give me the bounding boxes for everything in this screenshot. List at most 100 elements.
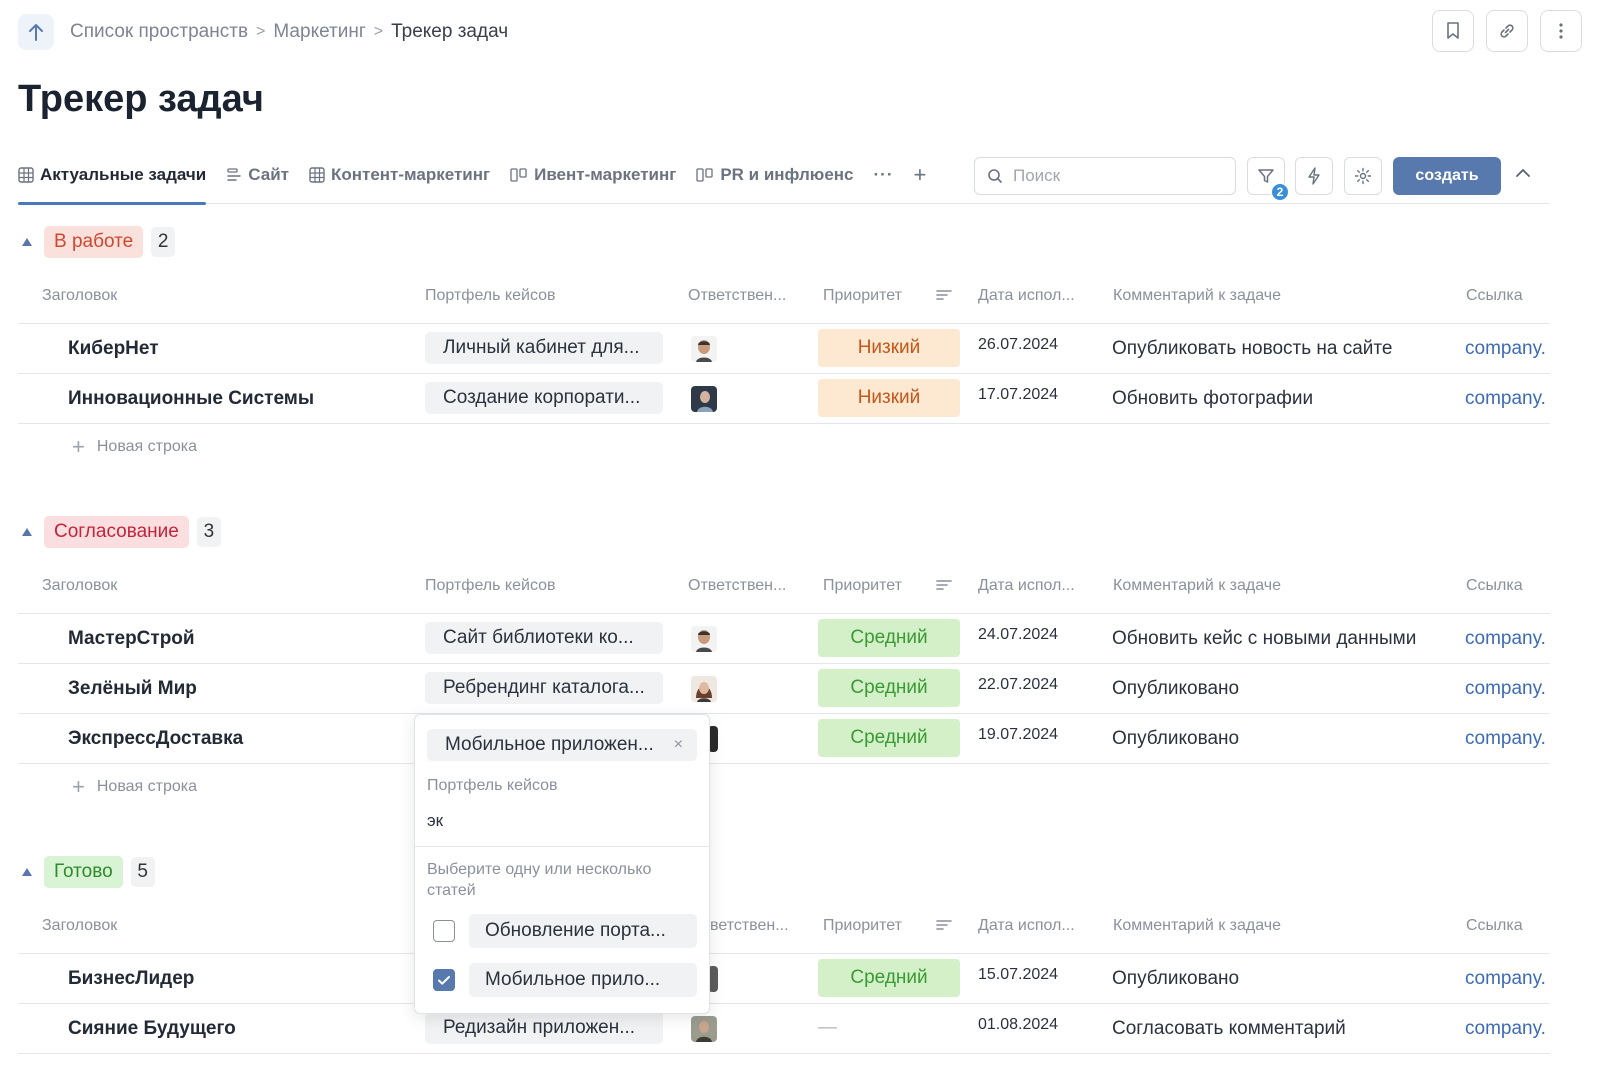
row-link[interactable]: company. xyxy=(1465,728,1546,749)
collapse-caret-icon[interactable] xyxy=(22,528,32,536)
priority-badge[interactable]: Низкий xyxy=(818,379,960,417)
row-link[interactable]: company. xyxy=(1465,628,1546,649)
table-row[interactable]: КиберНет Личный кабинет для... Низкий 26… xyxy=(18,324,1550,374)
copy-link-button[interactable] xyxy=(1486,10,1528,52)
task-comment[interactable]: Опубликовано xyxy=(1112,968,1240,989)
avatar[interactable] xyxy=(691,336,717,362)
col-link[interactable]: Ссылка xyxy=(1466,577,1523,594)
task-comment[interactable]: Опубликовано xyxy=(1112,728,1240,749)
option-checkbox[interactable] xyxy=(433,920,455,942)
bookmark-button[interactable] xyxy=(1432,10,1474,52)
group-header-done[interactable]: Готово 5 xyxy=(22,856,155,888)
collapse-toolbar-button[interactable] xyxy=(1515,165,1531,183)
col-priority[interactable]: Приоритет xyxy=(823,577,902,594)
avatar[interactable] xyxy=(691,676,717,702)
task-comment[interactable]: Обновить фотографии xyxy=(1112,388,1314,409)
automation-button[interactable] xyxy=(1295,157,1333,195)
col-date[interactable]: Дата испол... xyxy=(978,917,1075,934)
dropdown-option[interactable]: Обновление порта... xyxy=(427,912,697,952)
add-row-button[interactable]: + Новая строка xyxy=(72,434,197,460)
remove-chip-icon[interactable]: × xyxy=(673,736,683,753)
group-header-in-progress[interactable]: В работе 2 xyxy=(22,226,176,258)
col-portfolio[interactable]: Портфель кейсов xyxy=(425,287,556,304)
option-label[interactable]: Обновление порта... xyxy=(469,914,697,948)
col-responsible[interactable]: Ответствен... xyxy=(688,287,787,304)
go-up-button[interactable] xyxy=(18,14,54,50)
priority-badge[interactable]: Средний xyxy=(818,619,960,657)
portfolio-chip[interactable]: Личный кабинет для... xyxy=(425,332,663,364)
row-link[interactable]: company. xyxy=(1465,1018,1546,1039)
breadcrumb-marketing[interactable]: Маркетинг xyxy=(273,21,366,42)
col-title[interactable]: Заголовок xyxy=(42,577,118,594)
row-title[interactable]: ЭкспрессДоставка xyxy=(68,728,244,749)
row-title[interactable]: Зелёный Мир xyxy=(68,678,197,699)
priority-badge[interactable]: Средний xyxy=(818,959,960,997)
search-input[interactable] xyxy=(1013,166,1223,186)
add-tab-button[interactable]: + xyxy=(913,162,927,187)
tab-event-marketing[interactable]: Ивент-маркетинг xyxy=(510,146,676,204)
row-link[interactable]: company. xyxy=(1465,388,1546,409)
create-button[interactable]: создать xyxy=(1393,157,1501,195)
row-link[interactable]: company. xyxy=(1465,338,1546,359)
sort-icon[interactable] xyxy=(936,289,952,301)
filter-button[interactable]: 2 xyxy=(1247,157,1290,202)
collapse-caret-icon[interactable] xyxy=(22,868,32,876)
task-comment[interactable]: Согласовать комментарий xyxy=(1112,1018,1346,1039)
table-row[interactable]: ЭкспрессДоставка Средний 19.07.2024 Опуб… xyxy=(18,714,1550,764)
col-comment[interactable]: Комментарий к задаче xyxy=(1113,917,1282,934)
table-row[interactable]: Инновационные Системы Создание корпорати… xyxy=(18,374,1550,424)
row-title[interactable]: КиберНет xyxy=(68,338,159,359)
avatar[interactable] xyxy=(708,966,718,992)
avatar[interactable] xyxy=(691,386,717,412)
portfolio-chip[interactable]: Ребрендинг каталога... xyxy=(425,672,663,704)
group-header-approval[interactable]: Согласование 3 xyxy=(22,516,221,548)
due-date[interactable]: 01.08.2024 xyxy=(978,1016,1059,1033)
col-date[interactable]: Дата испол... xyxy=(978,287,1075,304)
row-title[interactable]: Сияние Будущего xyxy=(68,1018,236,1039)
col-responsible[interactable]: Ответствен... xyxy=(688,577,787,594)
portfolio-chip[interactable]: Создание корпорати... xyxy=(425,382,663,414)
col-comment[interactable]: Комментарий к задаче xyxy=(1113,287,1282,304)
avatar[interactable] xyxy=(691,626,717,652)
tab-current-tasks[interactable]: Актуальные задачи xyxy=(18,146,207,205)
priority-badge[interactable]: Средний xyxy=(818,669,960,707)
table-row[interactable]: Зелёный Мир Ребрендинг каталога... Средн… xyxy=(18,664,1550,714)
settings-button[interactable] xyxy=(1344,157,1382,195)
due-date[interactable]: 19.07.2024 xyxy=(978,726,1059,743)
due-date[interactable]: 15.07.2024 xyxy=(978,966,1059,983)
priority-badge[interactable]: Низкий xyxy=(818,329,960,367)
task-comment[interactable]: Обновить кейс с новыми данными xyxy=(1112,628,1417,649)
tabs-more-button[interactable]: ··· xyxy=(873,165,894,184)
avatar[interactable] xyxy=(708,726,718,752)
dropdown-option[interactable]: Мобильное прило... xyxy=(427,961,697,1001)
col-link[interactable]: Ссылка xyxy=(1466,917,1523,934)
due-date[interactable]: 26.07.2024 xyxy=(978,336,1059,353)
priority-empty[interactable]: — xyxy=(818,1017,837,1038)
col-priority[interactable]: Приоритет xyxy=(823,287,902,304)
due-date[interactable]: 24.07.2024 xyxy=(978,626,1059,643)
more-button[interactable] xyxy=(1540,10,1582,52)
col-responsible[interactable]: ветствен... xyxy=(710,917,789,934)
portfolio-chip[interactable]: Сайт библиотеки ко... xyxy=(425,622,663,654)
col-comment[interactable]: Комментарий к задаче xyxy=(1113,577,1282,594)
row-title[interactable]: Инновационные Системы xyxy=(68,388,315,409)
option-label[interactable]: Мобильное прило... xyxy=(469,963,697,997)
collapse-caret-icon[interactable] xyxy=(22,238,32,246)
row-link[interactable]: company. xyxy=(1465,968,1546,989)
dropdown-search-input[interactable] xyxy=(427,811,697,831)
portfolio-chip[interactable]: Редизайн приложен... xyxy=(425,1012,663,1044)
col-portfolio[interactable]: Портфель кейсов xyxy=(425,577,556,594)
due-date[interactable]: 17.07.2024 xyxy=(978,386,1059,403)
selected-chip[interactable]: Мобильное приложен... × xyxy=(427,729,697,761)
col-priority[interactable]: Приоритет xyxy=(823,917,902,934)
add-row-button[interactable]: + Новая строка xyxy=(72,774,197,800)
table-row[interactable]: Сияние Будущего Редизайн приложен... — 0… xyxy=(18,1004,1550,1054)
row-link[interactable]: company. xyxy=(1465,678,1546,699)
task-comment[interactable]: Опубликовать новость на сайте xyxy=(1112,338,1393,359)
task-comment[interactable]: Опубликовано xyxy=(1112,678,1240,699)
tab-content-marketing[interactable]: Контент-маркетинг xyxy=(309,146,490,204)
col-title[interactable]: Заголовок xyxy=(42,917,118,934)
breadcrumb-spaces[interactable]: Список пространств xyxy=(70,21,249,42)
col-date[interactable]: Дата испол... xyxy=(978,577,1075,594)
table-row[interactable]: БизнесЛидер Средний 15.07.2024 Опубликов… xyxy=(18,954,1550,1004)
